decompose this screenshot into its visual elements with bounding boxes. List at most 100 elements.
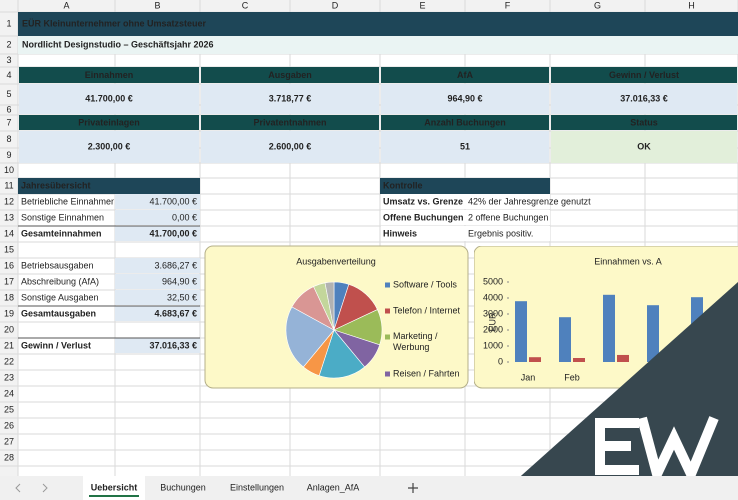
row-number: 17 [4,276,14,286]
cell-bg [381,194,550,209]
section-header: Kontrolle [383,180,423,190]
check-label: Offene Buchungen [383,212,464,222]
scroll-left[interactable] [15,483,21,493]
kpi-value: 2.600,00 € [269,141,312,151]
pie-slice [318,329,366,379]
kpi-label: AfA [457,70,473,80]
summary-label: Sonstige Ausgaben [21,292,99,302]
row-number: 11 [4,180,13,190]
row-number: 3 [6,55,11,65]
kpi-value-bg [201,84,379,114]
row-number: 21 [4,340,14,350]
summary-value: 37.016,33 € [149,340,197,350]
summary-value: 32,50 € [167,292,197,302]
kpi-value: 51 [460,141,470,151]
row-number: 2 [6,39,11,49]
summary-value: 964,90 € [162,276,197,286]
title: EÜR Kleinunternehmer ohne Umsatzsteuer [22,18,207,28]
row-number: 19 [4,308,14,318]
value-cell-bg [115,258,200,273]
check-text: Ergebnis positiv. [468,228,533,238]
kpi-value-bg [551,84,737,114]
kpi-label: Einnahmen [85,70,134,80]
kpi-header-bg [551,115,737,130]
pie-slice [324,281,335,331]
active-tab-underline [89,495,139,497]
summary-label: Gesamtausgaben [21,308,96,318]
section-header: Jahresübersicht [21,180,91,190]
kpi-value-bg [381,84,549,114]
sheet-tab[interactable]: Anlagen_AfA [307,482,360,492]
legend-label: Reisen / Fahrten [393,368,460,378]
y-tick-label: 1000 [483,340,503,350]
bar [573,358,585,362]
check-label: Hinweis [383,228,417,238]
kpi-header-bg [381,115,549,130]
summary-value: 41.700,00 € [149,196,197,206]
value-cell-bg [115,226,200,241]
x-tick-label: Feb [564,372,580,382]
column-letter: D [332,0,339,10]
kpi-value: 964,90 € [447,93,482,103]
bar [529,357,541,362]
row-number: 7 [6,117,11,127]
legend-swatch [385,371,390,377]
value-cell-bg [115,274,200,289]
sheet-tab[interactable]: Einstellungen [230,482,284,492]
y-tick-label: 2000 [483,324,503,334]
pie-chart: Ausgabenverteilung Software / Tools Telefo… [204,245,469,389]
legend-label: Telefon / Internet [393,305,461,315]
summary-value: 41.700,00 € [149,228,197,238]
sheet-tab[interactable]: Uebersicht [91,482,138,492]
bar [603,294,615,362]
column-letter: G [594,0,601,10]
row-number: 25 [4,404,14,414]
summary-label: Gesamteinnahmen [21,228,102,238]
kpi-label: Privateinlagen [78,117,140,127]
y-tick-label: 3000 [483,308,503,318]
add-sheet[interactable] [408,483,418,493]
bar [515,301,527,362]
row-number: 26 [4,420,14,430]
axis-label: EUR [487,312,497,332]
scroll-right[interactable] [42,483,48,493]
summary-label: Betriebsausgaben [21,260,94,270]
y-tick-label: 4000 [483,292,503,302]
check-text: 42% der Jahresgrenze genutzt [468,196,591,206]
row-number: 4 [6,70,11,80]
section-header-bg [380,178,550,194]
subtitle: Nordlicht Designstudio – Geschäftsjahr 2… [22,39,214,49]
chart-title: Ausgabenverteilung [296,256,376,266]
subtitle-bg [18,36,738,54]
value-cell-bg [115,194,200,209]
watermark [494,282,738,500]
kpi-value: 37.016,33 € [620,93,668,103]
legend-label: Marketing / Werbung [393,331,440,352]
cell-bg [381,210,550,225]
kpi-value: 41.700,00 € [85,93,133,103]
column-letter: B [154,0,160,10]
kpi-label: Privatentnahmen [253,117,326,127]
column-letter: E [419,0,425,10]
kpi-header-bg [201,67,379,83]
x-tick-label: Jan [521,372,536,382]
kpi-header-bg [19,67,199,83]
row-number: 14 [4,228,14,238]
row-number: 28 [4,452,14,462]
cell-bg [381,226,550,241]
summary-label: Gewinn / Verlust [21,340,91,350]
row-number: 8 [6,134,11,144]
logo [595,416,719,489]
column-letter: C [242,0,249,10]
check-text: 2 offene Buchungen [468,212,548,222]
title-bg [18,12,738,36]
value-cell-bg [115,306,200,321]
column-letter: A [63,0,69,10]
kpi-value-bg [19,84,199,114]
kpi-value-bg [201,131,379,163]
row-number: 15 [4,244,14,254]
column-letter: H [688,0,695,10]
kpi-value-bg [19,131,199,163]
sheet-tab[interactable]: Buchungen [160,482,206,492]
